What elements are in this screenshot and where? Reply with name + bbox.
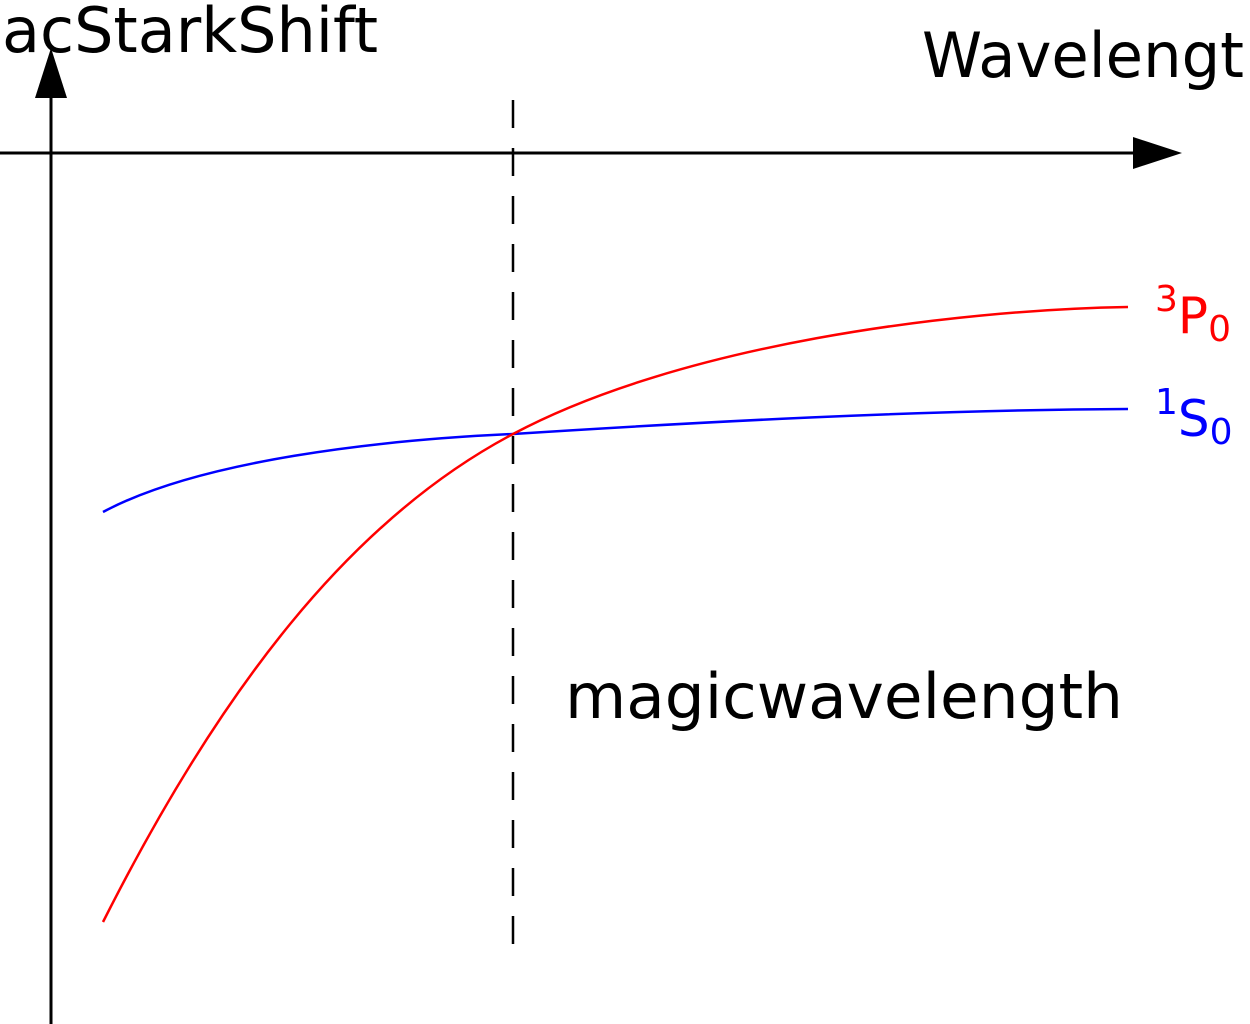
- magic-wavelength-label: magicwavelength: [565, 660, 1123, 733]
- s0-curve: [102, 407, 1129, 514]
- p0-letter: P: [1178, 287, 1208, 345]
- y-axis-arrow: [35, 48, 67, 98]
- x-axis-label: Wavelengt: [922, 19, 1244, 92]
- y-axis-label: acStarkShift: [2, 0, 378, 67]
- s0-sub: 0: [1210, 412, 1233, 453]
- p0-sup: 3: [1155, 279, 1178, 320]
- x-axis-arrow: [1133, 137, 1182, 169]
- p0-state-label: 3P0: [1155, 279, 1231, 350]
- p0-sub: 0: [1208, 309, 1231, 350]
- s0-state-label: 1S0: [1155, 382, 1233, 453]
- s0-sup: 1: [1155, 382, 1178, 423]
- p0-curve: [101, 305, 1129, 923]
- s0-letter: S: [1178, 390, 1210, 448]
